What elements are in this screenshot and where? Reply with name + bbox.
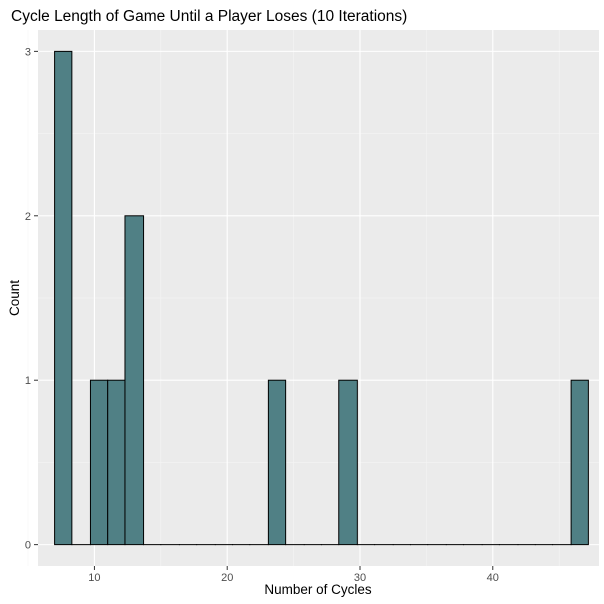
x-tick-label: 40 [487,572,499,584]
histogram-bar [124,215,145,546]
y-tick-label: 0 [25,540,31,552]
histogram-bar [107,379,126,546]
x-axis: 10 20 30 40 [88,566,499,584]
histogram-bars [54,50,589,546]
x-tick-label: 20 [221,572,233,584]
y-tick-label: 3 [25,46,31,58]
y-tick-label: 2 [25,211,31,223]
histogram-bar [89,379,109,546]
histogram-bar [267,379,287,546]
y-axis-title: Count [7,280,22,316]
y-tick-label: 1 [25,375,31,387]
x-tick-label: 30 [354,572,366,584]
histogram-bar [338,379,358,546]
major-gridlines [38,30,599,566]
histogram-bar [54,50,73,546]
x-tick-label: 10 [88,572,100,584]
chart-title: Cycle Length of Game Until a Player Lose… [11,8,407,25]
histogram-bar [570,379,589,546]
y-axis: 0 1 2 3 [25,46,38,552]
minor-gridlines [27,30,599,566]
x-axis-title: Number of Cycles [264,582,372,597]
